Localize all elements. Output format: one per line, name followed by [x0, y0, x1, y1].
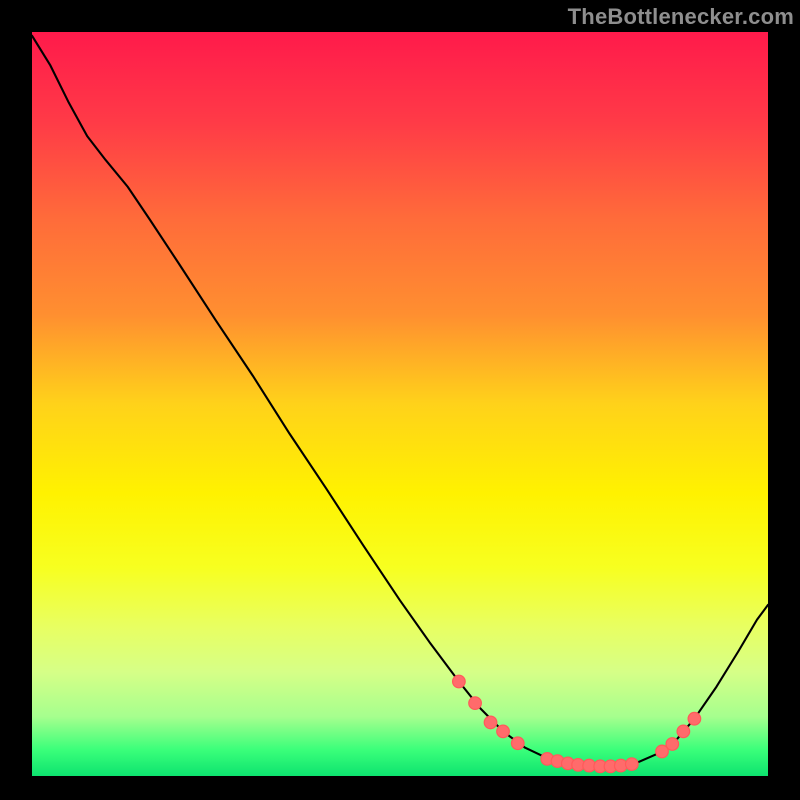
- chart-frame: TheBottlenecker.com: [0, 0, 800, 800]
- marker-dot: [497, 725, 510, 738]
- marker-dot: [484, 716, 497, 729]
- marker-dot: [626, 758, 639, 771]
- marker-dot: [666, 738, 679, 751]
- chart-svg: [32, 32, 768, 776]
- marker-dot: [677, 725, 690, 738]
- gradient-background: [32, 32, 768, 776]
- marker-dot: [469, 697, 482, 710]
- watermark-label: TheBottlenecker.com: [568, 4, 794, 30]
- marker-dot: [453, 675, 466, 688]
- marker-dot: [688, 712, 701, 725]
- marker-dot: [511, 737, 524, 750]
- plot-area: [32, 32, 768, 776]
